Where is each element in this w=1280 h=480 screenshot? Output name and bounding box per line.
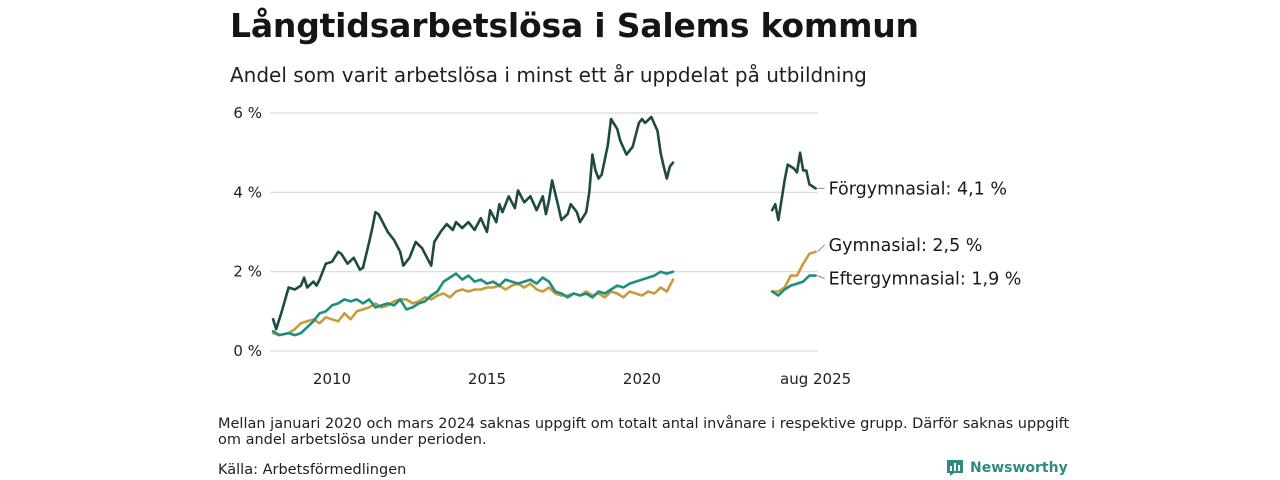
series-line-gymnasial: [770, 250, 817, 293]
label-connector: [817, 275, 825, 280]
brand-name: Newsworthy: [970, 460, 1068, 476]
source-text: Källa: Arbetsförmedlingen: [218, 462, 407, 478]
footnote: Mellan januari 2020 och mars 2024 saknas…: [218, 416, 1070, 448]
y-tick-label: 6 %: [233, 104, 262, 122]
series-line-eftergymnasial: [770, 274, 817, 297]
grid-lines: [270, 112, 818, 352]
chart-title: Långtidsarbetslösa i Salems kommun: [230, 6, 919, 45]
y-tick-label: 4 %: [233, 183, 262, 201]
x-axis-ticks: 2010 2015 2020 aug 2025: [313, 370, 851, 388]
series-end-label: Förgymnasial: 4,1 %: [829, 179, 1007, 199]
series-end-labels: Förgymnasial: 4,1 % Gymnasial: 2,5 % Efter…: [817, 179, 1022, 290]
series-end-label: Gymnasial: 2,5 %: [829, 236, 983, 256]
y-tick-label: 2 %: [233, 263, 262, 281]
y-axis-ticks: 0 % 2 % 4 % 6 %: [233, 104, 262, 360]
label-connector: [817, 244, 825, 253]
series-line-eftergymnasial: [271, 270, 675, 337]
y-tick-label: 0 %: [233, 342, 262, 360]
chart-subtitle: Andel som varit arbetslösa i minst ett å…: [230, 63, 867, 87]
series-line-förgymnasial: [271, 115, 675, 331]
x-tick-label: aug 2025: [780, 370, 851, 388]
x-tick-label: 2010: [313, 370, 351, 388]
series-line-gymnasial: [271, 278, 675, 337]
series-line-förgymnasial: [770, 151, 817, 222]
x-tick-label: 2015: [468, 370, 506, 388]
series-end-label: Eftergymnasial: 1,9 %: [829, 270, 1022, 290]
bar-chart-icon: [947, 460, 963, 476]
brand-logo: Newsworthy: [946, 459, 1068, 477]
line-chart: 0 % 2 % 4 % 6 % 2010 2015 2020 aug 2025 Förgym…: [233, 104, 1022, 388]
x-tick-label: 2020: [623, 370, 661, 388]
series-lines: [271, 115, 817, 337]
